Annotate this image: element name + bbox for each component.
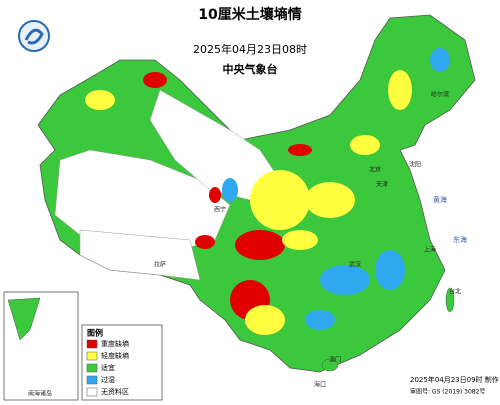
place-label: 台北 <box>449 288 461 296</box>
place-label: 拉萨 <box>154 261 166 269</box>
legend-swatch <box>86 351 98 361</box>
legend-swatch <box>86 375 98 385</box>
legend-swatch <box>86 363 98 373</box>
legend-label: 无资料区 <box>101 387 129 396</box>
inset-label: 南海诸岛 <box>28 390 52 398</box>
place-label: 澳门 <box>329 356 341 364</box>
place-label: 天津 <box>376 182 388 189</box>
place-label: 上海 <box>424 246 436 254</box>
sea-label: 东海 <box>453 235 467 244</box>
time: 2025年04月23日08时 <box>193 42 307 56</box>
legend-title: 图例 <box>87 328 103 338</box>
logo <box>18 20 50 52</box>
logo-mark <box>24 28 44 45</box>
sea-label: 黄海 <box>433 195 447 204</box>
made-time: 2025年04月23日09时 制作 <box>410 375 499 384</box>
place-label: 北京 <box>369 166 381 174</box>
place-label: 武汉 <box>349 261 361 269</box>
legend-label: 过湿 <box>101 375 115 384</box>
place-label: 海口 <box>314 381 326 389</box>
place-label: 哈尔滨 <box>431 91 449 99</box>
inset-land <box>7 297 41 341</box>
legend-box <box>81 324 163 401</box>
legend-label: 轻度缺墒 <box>101 351 129 360</box>
agency: 中央气象台 <box>223 62 278 76</box>
china-map <box>37 14 476 373</box>
legend-label: 重度缺墒 <box>101 339 129 348</box>
title: 10厘米土壤墒情 <box>198 6 301 23</box>
legend-swatch <box>86 387 98 397</box>
legend-label: 适宜 <box>101 363 115 372</box>
place-label: 沈阳 <box>409 161 421 169</box>
place-label: 西宁 <box>214 206 226 214</box>
legend-swatch <box>86 339 98 349</box>
approval: 审图号: GS (2019) 3082号 <box>410 388 485 396</box>
